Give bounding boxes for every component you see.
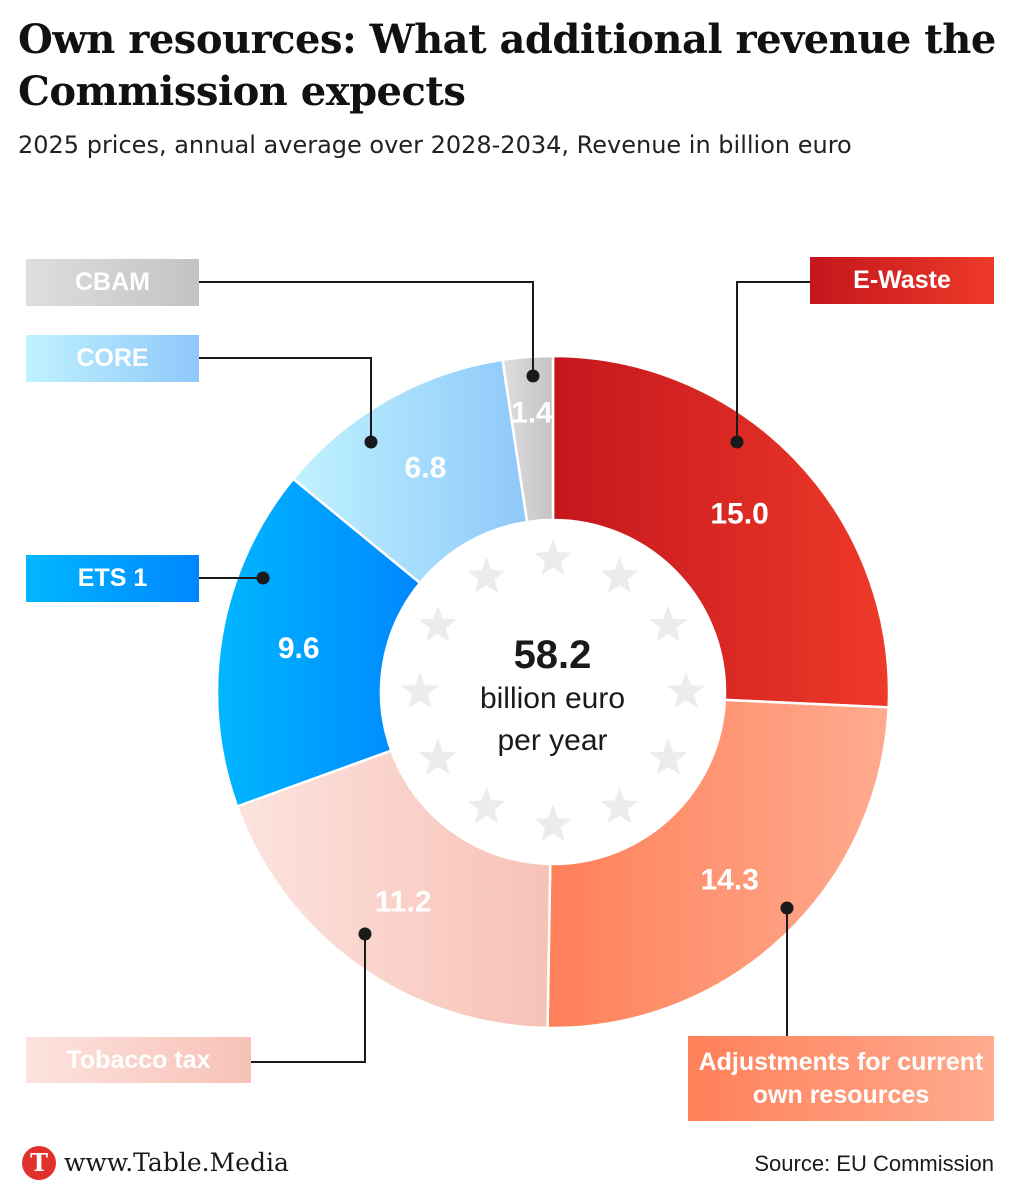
eu-star-icon (600, 787, 639, 824)
leader-layer (199, 281, 810, 1063)
center-unit-line1: billion euro (479, 682, 626, 715)
leader-dot-ets-1 (256, 571, 270, 585)
leader-dot-adjustments-for-current-own-resources (780, 901, 794, 915)
value-label-cbam: 1.4 (511, 396, 553, 429)
slice-e-waste (551, 354, 891, 709)
eu-star-icon (467, 556, 506, 593)
legend-box-cbam: CBAM (26, 259, 199, 306)
center-total-unit: billion euro per year (380, 678, 725, 762)
eu-star-icon (534, 805, 572, 842)
eu-star-icon (467, 787, 506, 824)
slice-adjustments-for-current-own-resources (546, 698, 890, 1030)
legend-box-ets1: ETS 1 (26, 555, 199, 602)
leader-dot-core (364, 435, 378, 449)
footer-source: Source: EU Commission (754, 1151, 994, 1176)
footer-site: www.Table.Media (64, 1148, 289, 1177)
legend-box-core: CORE (26, 335, 199, 382)
eu-star-icon (534, 539, 572, 576)
eu-star-icon (600, 556, 639, 593)
legend-box-e-waste: E-Waste (810, 257, 994, 304)
leader-dot-cbam (526, 369, 540, 383)
eu-star-icon (667, 672, 705, 709)
eu-star-icon (649, 605, 688, 642)
eu-star-icon (418, 605, 457, 642)
eu-star-icon (649, 738, 688, 775)
center-total: 58.2 billion euro per year (380, 632, 725, 762)
legend-box-tobacco-tax: Tobacco tax (26, 1037, 251, 1083)
leader-line-tobacco-tax (251, 934, 366, 1063)
eu-star-icon (401, 672, 439, 709)
leader-dot-e-waste (730, 435, 744, 449)
chart-title: Own resources: What additional revenue t… (18, 16, 996, 115)
leader-line-cbam (199, 281, 534, 376)
value-label-e-waste: 15.0 (710, 497, 768, 530)
legend-box-adjustments: Adjustments for current own resources (688, 1036, 994, 1121)
center-total-value: 58.2 (513, 633, 592, 677)
center-disc (382, 521, 724, 863)
slice-cbam (501, 354, 555, 524)
value-label-tobacco-tax: 11.2 (375, 886, 432, 919)
value-label-adjustments-for-current-own-resources: 14.3 (700, 863, 758, 896)
slices-layer (215, 354, 891, 1030)
value-label-ets-1: 9.6 (278, 632, 320, 665)
center-layer (382, 521, 724, 863)
slice-core (291, 358, 529, 585)
table-media-logo: T (22, 1146, 56, 1180)
value-label-core: 6.8 (405, 451, 447, 484)
slice-tobacco-tax (235, 748, 552, 1030)
leader-line-e-waste (736, 281, 810, 442)
slice-ets-1 (215, 477, 422, 809)
chart-subtitle: 2025 prices, annual average over 2028-20… (18, 131, 852, 159)
eu-star-icon (418, 738, 457, 775)
center-unit-line2: per year (497, 724, 608, 757)
leader-line-core (199, 357, 372, 442)
leader-dot-tobacco-tax (358, 927, 372, 941)
value-labels-layer: 15.0 14.3 11.2 9.6 6.8 1.4 (278, 396, 769, 918)
